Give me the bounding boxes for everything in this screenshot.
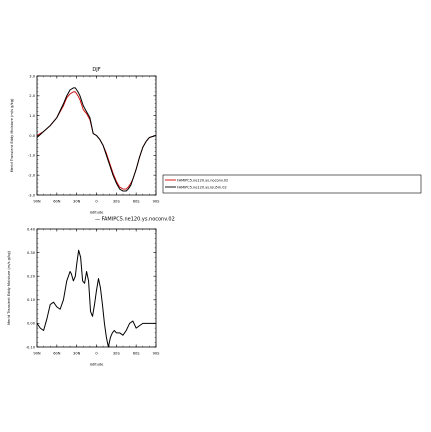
- chart-title-2: — FAMIPC5.ne120.ys.noconv.02: [95, 217, 175, 223]
- legend-box: [162, 174, 422, 194]
- y-tick-label: 1.0: [29, 114, 35, 118]
- x-tick-label: 30S: [113, 352, 121, 356]
- y-tick-label: 0.20: [27, 275, 36, 279]
- x-tick-label: 90N: [33, 352, 41, 356]
- y-tick-label: 0.10: [27, 298, 36, 302]
- x-tick-label: 0: [95, 200, 98, 204]
- x-tick-label: 60S: [133, 200, 141, 204]
- x-tick-label: 30N: [73, 200, 81, 204]
- y-tick-label: 3.0: [29, 74, 35, 78]
- x-tick-label: 60N: [53, 352, 61, 356]
- series-line-2: [36, 87, 157, 192]
- x-tick-label: 90N: [33, 200, 41, 204]
- x-axis-label-2: latitude: [90, 363, 105, 367]
- x-tick-label: 30S: [113, 200, 121, 204]
- legend: FAMIPC5.ne120.ys.noconv.02 FAMIPC5.ne120…: [162, 174, 422, 194]
- y-axis-label: Merid Transient Eddy Moisture (m/s g/kg): [10, 98, 14, 172]
- x-axis-label: latitude: [90, 211, 105, 215]
- x-tick-label: 0: [95, 352, 98, 356]
- y-axis-label-2: Merid Transient Eddy Moisture (m/s g/kg): [7, 250, 11, 324]
- chart-title: DJF: [92, 67, 100, 73]
- x-tick-label: 30N: [73, 352, 81, 356]
- legend-label-lou5m: FAMIPC5.ne120.ys.lou5m.02: [177, 185, 227, 189]
- y-tick-label: 2.0: [29, 94, 35, 98]
- plot-frame-2: [36, 228, 157, 348]
- panel-top: DJF 90N 60N 30N 0 30S 60S 90S -3.0 -2.0 -1.0 0.0 1.…: [10, 67, 422, 215]
- y-tick-label: 0.00: [27, 322, 36, 326]
- series-line-1: [36, 91, 157, 190]
- y-tick-label: 0.30: [27, 251, 36, 255]
- y-tick-label: 0.40: [27, 227, 36, 231]
- y-tick-label: -1.0: [28, 154, 36, 158]
- y-tick-label: -2.0: [28, 173, 36, 177]
- x-tick-label: 60N: [53, 200, 61, 204]
- series-line-1: [36, 249, 156, 348]
- x-tick-label: 60S: [133, 352, 141, 356]
- y-tick-label: -3.0: [28, 193, 36, 197]
- panel-bottom: — FAMIPC5.ne120.ys.noconv.02 90N 60N 30N 0 3…: [7, 217, 175, 367]
- x-tick-label: 90S: [153, 352, 161, 356]
- legend-label-noconv: FAMIPC5.ne120.ys.noconv.02: [177, 178, 228, 182]
- plot-frame: [36, 75, 157, 196]
- x-tick-label: 90S: [153, 200, 161, 204]
- y-tick-label: 0.0: [29, 134, 35, 138]
- y-tick-label: -0.10: [26, 345, 36, 349]
